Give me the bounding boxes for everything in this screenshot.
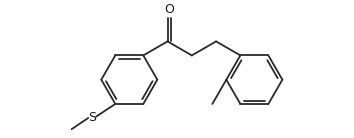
Text: O: O	[164, 3, 174, 16]
Text: S: S	[88, 111, 96, 124]
